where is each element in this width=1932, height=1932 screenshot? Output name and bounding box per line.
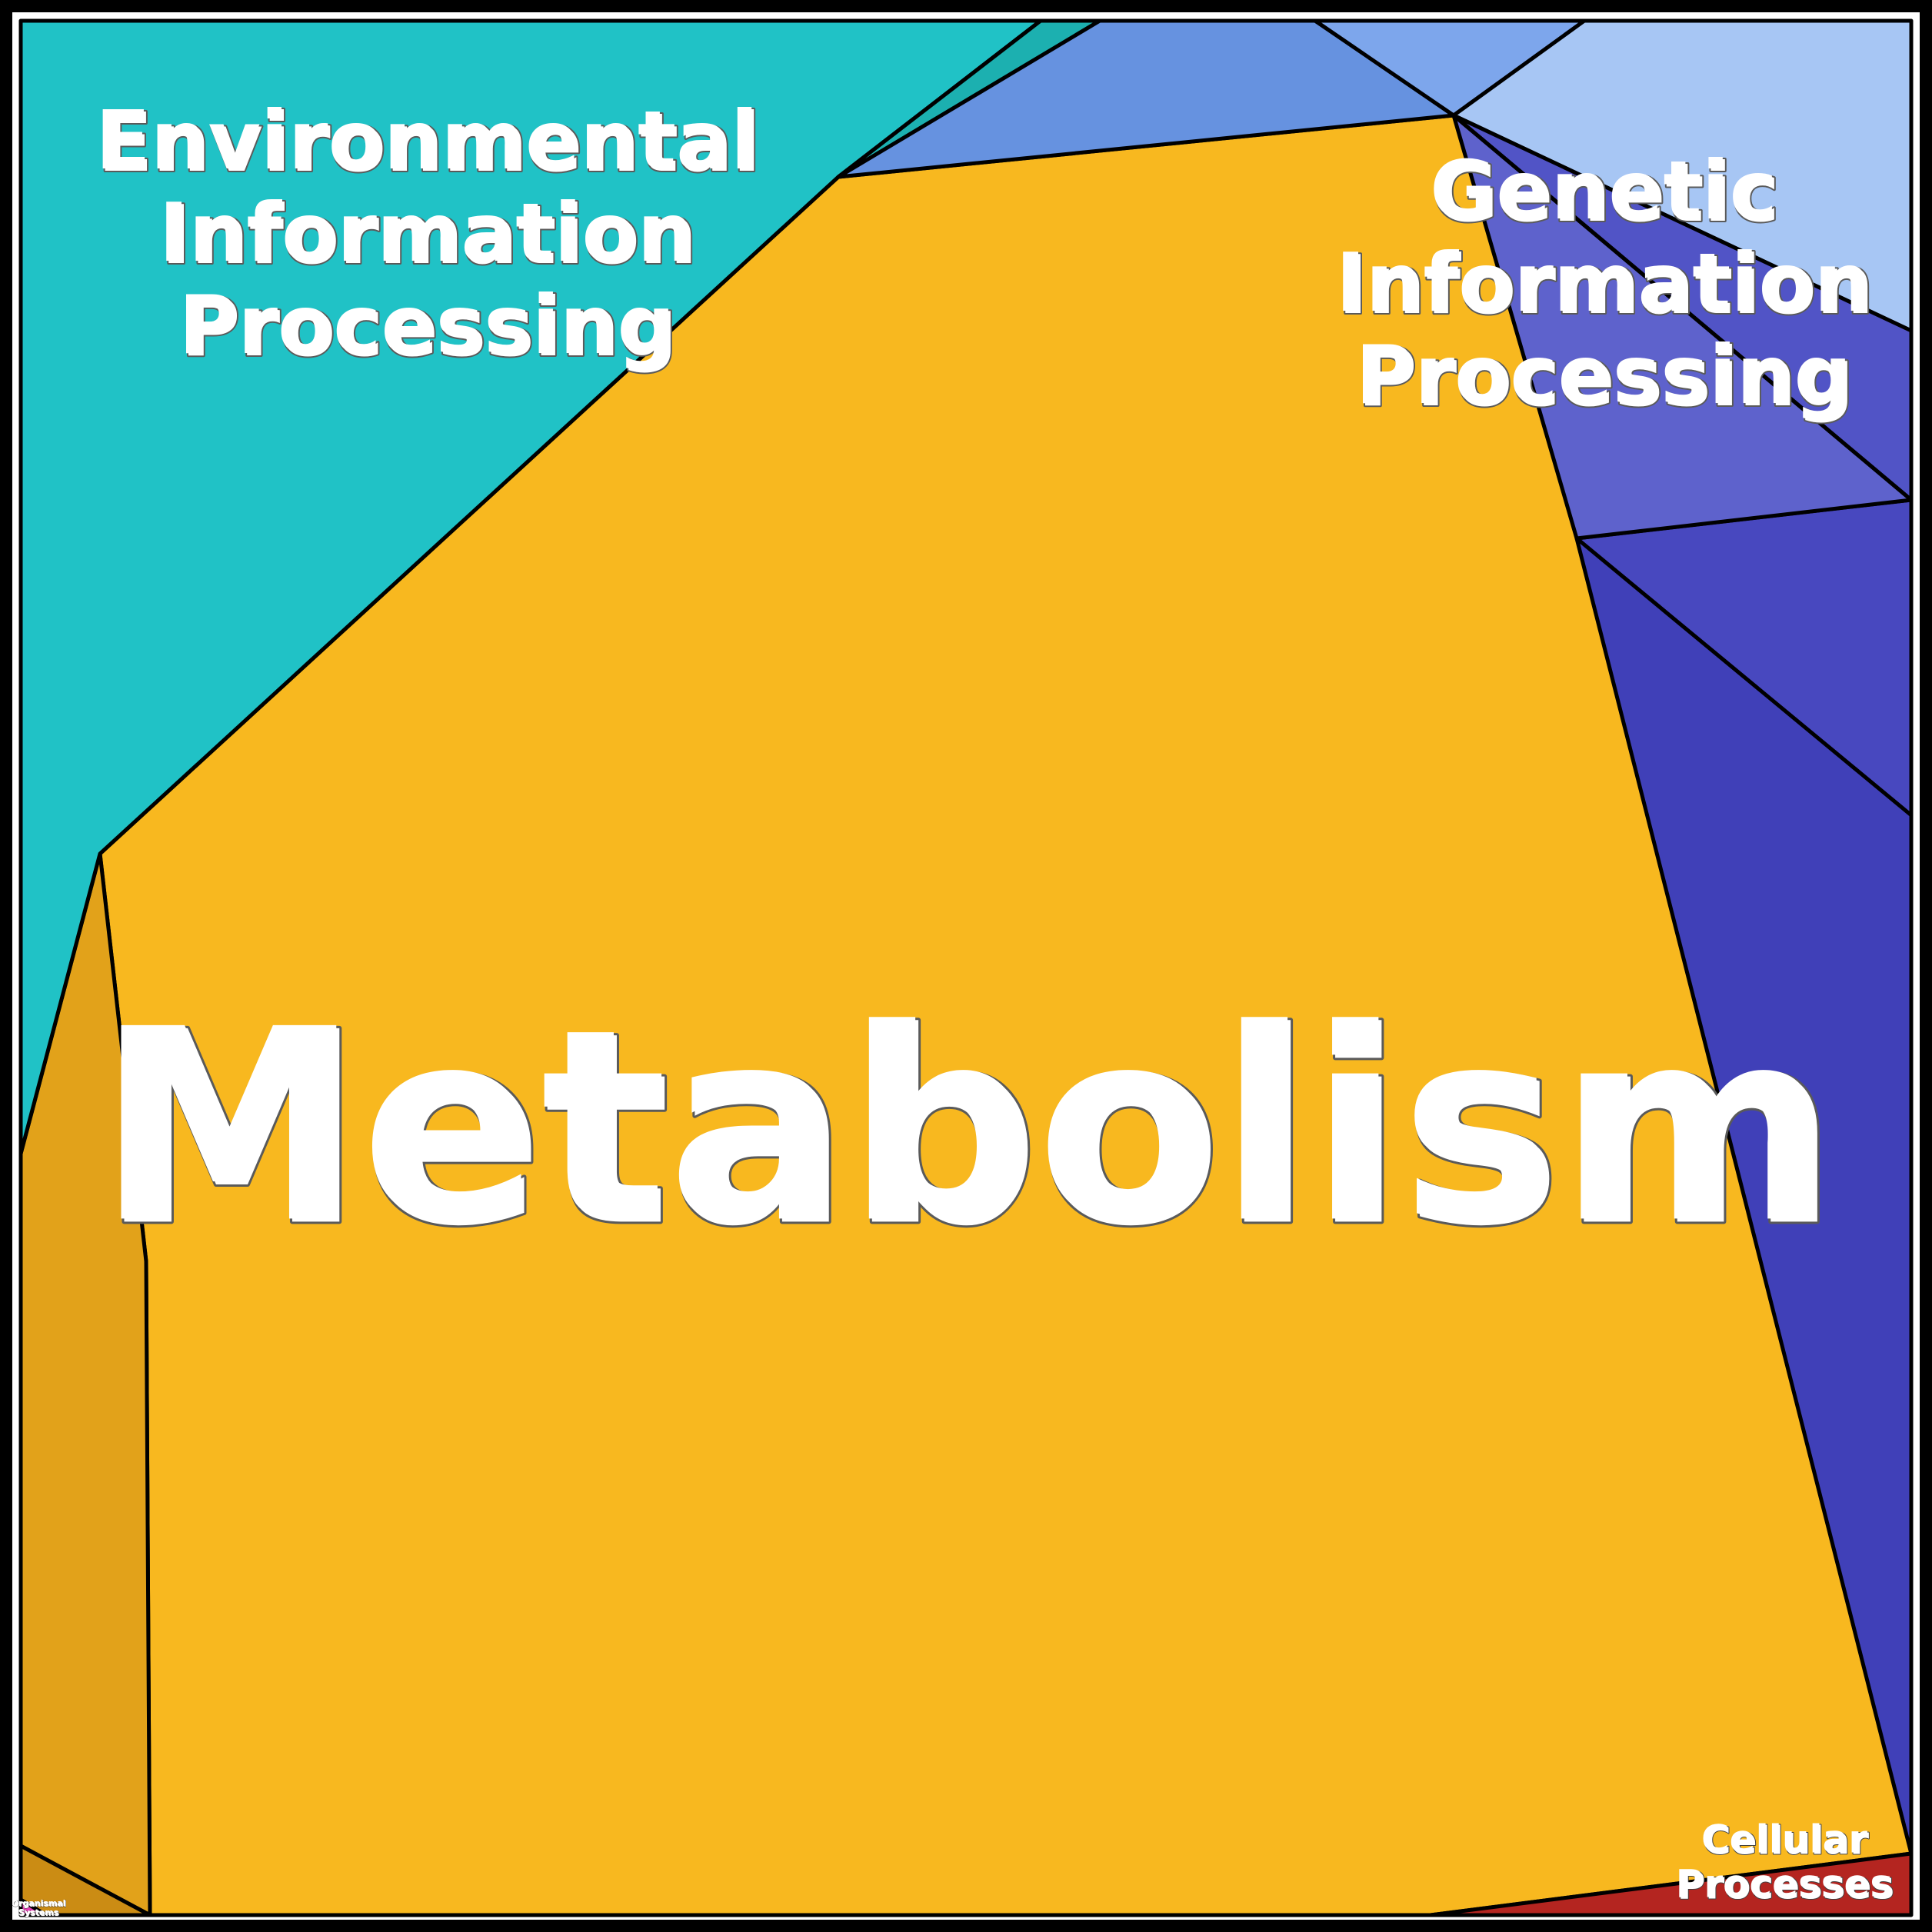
environmental-label: Processing xyxy=(178,278,675,372)
genetic-label: Information xyxy=(1336,236,1872,330)
genetic-label: Genetic xyxy=(1430,144,1777,238)
diagram-svg: MetabolismMetabolismEnvironmentalEnviron… xyxy=(0,0,1932,1932)
environmental-label: Environmental xyxy=(95,94,758,188)
environmental-label: Information xyxy=(159,186,695,280)
cellular-label: Processes xyxy=(1676,1862,1893,1907)
voronoi-treemap: MetabolismMetabolismEnvironmentalEnviron… xyxy=(0,0,1932,1932)
tiny-label: Systems xyxy=(18,1907,59,1917)
genetic-label: Processing xyxy=(1355,328,1851,422)
cellular-label: Cellular xyxy=(1701,1817,1867,1862)
metabolism-label: Metabolism xyxy=(97,973,1835,1281)
